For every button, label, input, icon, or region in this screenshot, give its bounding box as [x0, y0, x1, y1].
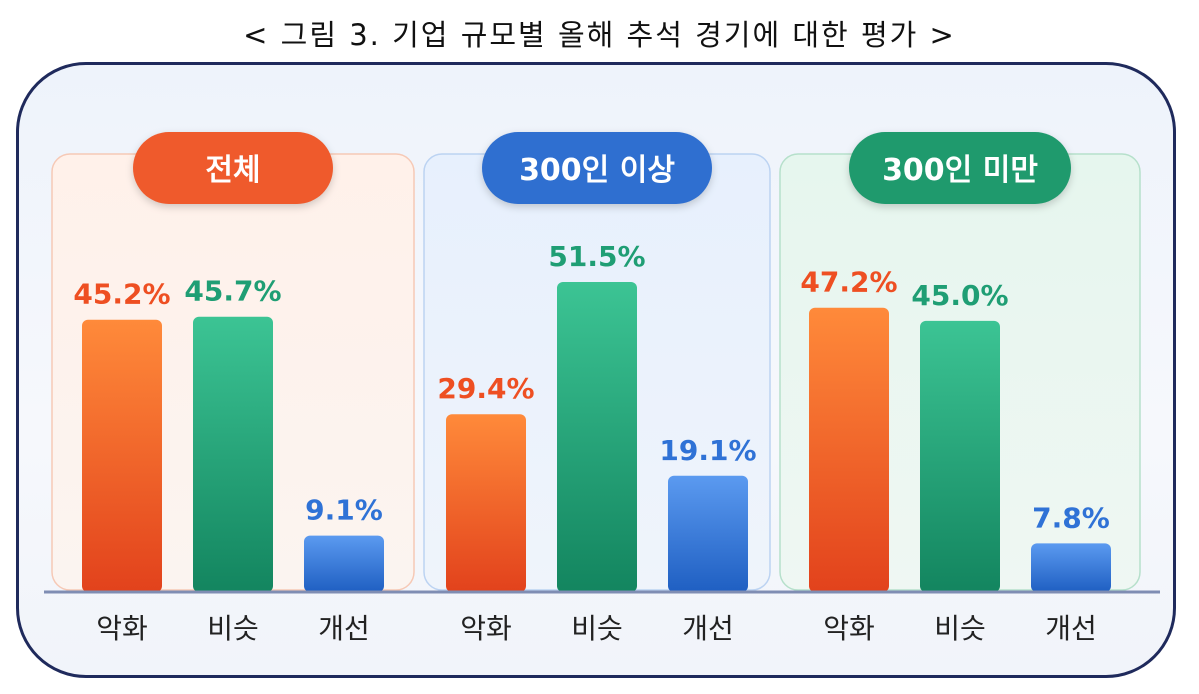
value-label: 45.2% [73, 278, 170, 311]
category-label: 개선 [1045, 612, 1097, 645]
value-label: 47.2% [800, 266, 897, 299]
category-label: 악화 [96, 612, 148, 645]
value-label: 45.7% [184, 275, 281, 308]
value-label: 7.8% [1032, 501, 1110, 534]
bar-similar [557, 282, 637, 592]
group-pill-1 [133, 132, 333, 204]
group-label: 전체 [205, 153, 260, 188]
value-label: 9.1% [305, 494, 383, 527]
category-label: 개선 [318, 612, 370, 645]
category-label: 악화 [460, 612, 512, 645]
group-label: 300인 미만 [882, 153, 1038, 188]
category-label: 개선 [682, 612, 734, 645]
bar-worse [446, 414, 526, 592]
bar-better [304, 535, 384, 592]
bar-better [668, 475, 748, 592]
bar-similar [193, 316, 273, 592]
bar-similar [920, 320, 1000, 592]
group-label: 300인 이상 [519, 153, 675, 188]
bar-better [1031, 543, 1111, 592]
category-label: 비슷 [934, 612, 986, 645]
group-pill-3 [849, 132, 1071, 204]
category-label: 악화 [823, 612, 875, 645]
value-label: 51.5% [548, 240, 645, 273]
group-pill-2 [482, 132, 712, 204]
category-label: 비슷 [207, 612, 259, 645]
category-label: 비슷 [571, 612, 623, 645]
value-label: 19.1% [659, 434, 756, 467]
value-label: 45.0% [911, 279, 1008, 312]
value-label: 29.4% [437, 372, 534, 405]
chart-title: < 그림 3. 기업 규모별 올해 추석 경기에 대한 평가 > [243, 18, 956, 52]
bar-worse [809, 307, 889, 592]
bar-worse [82, 319, 162, 592]
